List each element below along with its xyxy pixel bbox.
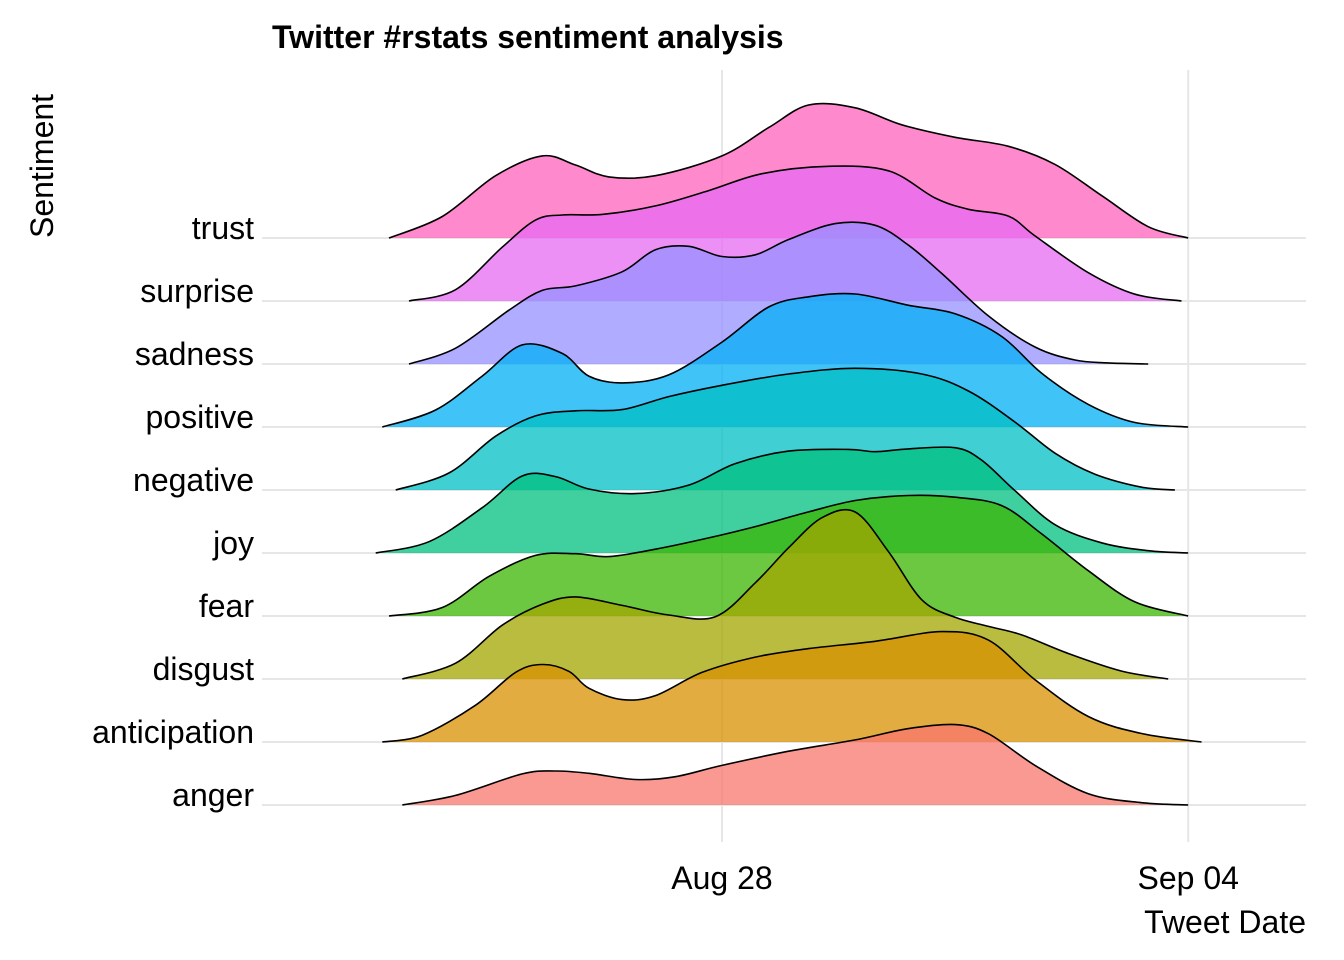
y-axis-title: Sentiment [24,94,60,238]
y-tick-label-negative: negative [133,462,254,498]
ridge-line-fear [388,494,1189,617]
ridge-line-sadness [408,221,1149,365]
ridge-line-disgust [402,508,1169,680]
y-tick-label-joy: joy [212,525,254,561]
y-tick-label-surprise: surprise [140,273,254,309]
x-axis-title: Tweet Date [1144,904,1306,940]
y-tick-label-fear: fear [199,588,254,624]
ridge-line-anticipation [382,630,1202,743]
ridge-area-positive [382,293,1189,427]
ridge-area-anger [402,724,1189,805]
y-tick-label-anger: anger [172,777,254,813]
ridge-line-negative [395,367,1175,491]
ridge-line-anger [402,723,1189,806]
ridge-line-positive [382,292,1189,428]
y-tick-label-sadness: sadness [135,336,254,372]
y-tick-label-anticipation: anticipation [92,714,254,750]
x-tick-label: Sep 04 [1137,860,1238,896]
chart-title: Twitter #rstats sentiment analysis [272,19,784,55]
ridge-area-anticipation [382,631,1202,742]
ridge-line-surprise [408,165,1182,302]
ridge-line-joy [375,446,1189,554]
y-tick-label-disgust: disgust [153,651,255,687]
ridge-layer [375,102,1202,806]
label-layer: Aug 28 Sep 04 anger anticipation disgust fear… [92,210,1239,896]
ridge-line-trust [388,102,1189,239]
y-tick-label-trust: trust [192,210,254,246]
ridge-area-surprise [409,166,1182,301]
x-tick-label: Aug 28 [671,860,772,896]
y-tick-label-positive: positive [146,399,255,435]
